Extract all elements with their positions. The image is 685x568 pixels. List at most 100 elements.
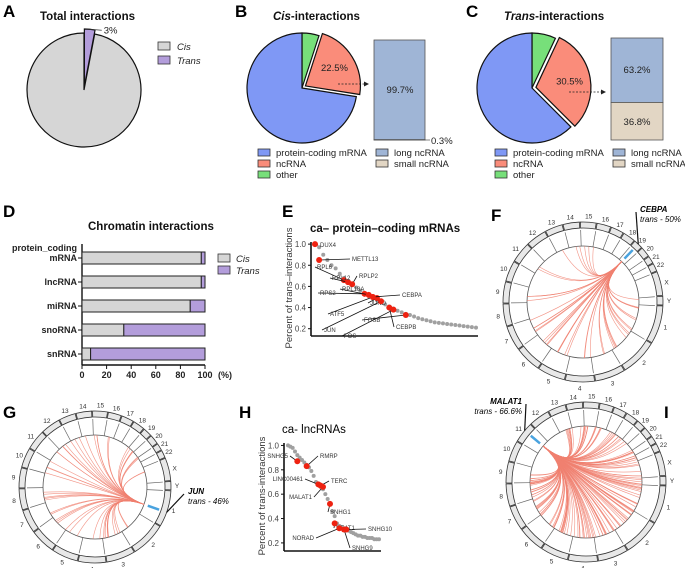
panel-label-h: H (239, 403, 251, 422)
e-highlight-rplp2 (349, 281, 356, 288)
e-point (424, 318, 429, 323)
g-chromosome-label-12: 12 (43, 418, 51, 425)
f-track-divider-22 (632, 267, 647, 276)
i-chromosome-label-22: 22 (660, 442, 668, 449)
i-chromosome-label-1: 1 (667, 504, 671, 511)
f-chromosome-label-7: 7 (505, 339, 509, 346)
f-interaction-link (579, 246, 622, 276)
g-chromosome-label-13: 13 (61, 408, 69, 415)
i-track-divider-17 (605, 414, 613, 430)
g-track-divider-20 (133, 440, 146, 453)
f-track-divider-11 (521, 264, 536, 274)
i-chromosome-label-10: 10 (503, 446, 511, 453)
g-chromosome-4 (77, 554, 107, 564)
pie-a-slice-cis (26, 32, 142, 148)
g-chromosome-2 (131, 522, 161, 553)
h-highlight-snhg1 (327, 500, 333, 507)
legend-c-other: other (513, 170, 535, 181)
f-chromosome-label-15: 15 (585, 214, 593, 221)
i-chromosome-label-11: 11 (515, 426, 522, 433)
f-track-divider-3 (611, 349, 621, 364)
g-chromosome-16 (106, 411, 122, 422)
panel-label-b: B (235, 2, 247, 21)
f-chromosome-18 (620, 232, 635, 246)
g-track-divider-5 (78, 537, 84, 554)
i-interaction-link (531, 445, 560, 496)
e-point (412, 314, 417, 319)
h-gene-label-linc00461: LINC00461 (273, 477, 304, 483)
e-leader-cebpa (372, 294, 401, 298)
chart-c-title-rest: -interactions (535, 11, 604, 23)
i-chromosome-15 (582, 401, 600, 410)
i-chromosome-2 (624, 519, 655, 551)
i-chromosome-label-17: 17 (619, 402, 627, 409)
f-chromosome-label-16: 16 (602, 217, 610, 224)
i-track-divider-1 (641, 484, 658, 486)
e-leader-rpl12 (329, 277, 349, 283)
d-xtick-label-20: 20 (102, 370, 112, 380)
i-track-divider-7 (527, 514, 541, 525)
e-point (407, 312, 412, 317)
h-point (293, 449, 297, 454)
f-chromosome-4 (564, 373, 596, 383)
i-track-divider-X (637, 454, 653, 462)
f-chromosome-label-Y: Y (667, 298, 672, 305)
legend-b-protein-coding-mrna: protein-coding mRNA (276, 148, 367, 159)
g-track-divider-12 (48, 437, 60, 450)
legend-b-swatch-other (257, 170, 271, 179)
h-highlight-malat1 (320, 483, 326, 490)
h-gene-label-snhg10: SNHG10 (368, 527, 393, 533)
f-chromosome-label-17: 17 (616, 222, 624, 229)
g-track-divider-7 (39, 517, 54, 528)
f-track-divider-15 (580, 230, 582, 247)
f-chromosome-2 (621, 339, 652, 371)
legend-c-swatch-protein-coding-mrna (494, 148, 508, 157)
d-category-label: protein_coding (12, 243, 77, 253)
legend-c-swatch-ncrna (494, 159, 508, 168)
f-chromosome-label-13: 13 (548, 219, 556, 226)
e-leader-rpl18a (339, 288, 369, 296)
i-chromosome-label-5: 5 (550, 558, 554, 565)
i-chromosome-16 (598, 402, 615, 414)
g-chromosome-label-3: 3 (121, 562, 125, 568)
h-ytick-label-0.8: 0.8 (268, 466, 280, 475)
d-xtick-label-100: 100 (197, 370, 212, 380)
i-chromosome-label-X: X (667, 459, 672, 466)
i-chromosome-1 (649, 485, 667, 524)
i-track-divider-8 (517, 498, 533, 505)
g-chromosome-9 (18, 467, 28, 489)
d-category-label: snoRNA (42, 325, 78, 335)
i-chromosome-12 (530, 411, 552, 429)
e-gene-label-rpl18a: RPL18A (342, 287, 364, 293)
g-chromosome-label-6: 6 (36, 544, 40, 551)
f-chromosome-15 (579, 221, 597, 230)
g-chromosome-label-7: 7 (20, 522, 24, 529)
g-focus-marker (147, 504, 160, 511)
f-track-divider-18 (611, 239, 621, 255)
i-track-divider-4 (593, 537, 597, 554)
f-chromosome-label-X: X (664, 279, 669, 286)
i-chromosome-label-4: 4 (581, 565, 585, 568)
i-chromosome-14 (565, 401, 584, 411)
f-track-divider-4 (590, 357, 594, 374)
d-bar-snorna-cis (81, 323, 125, 337)
f-chromosome-label-5: 5 (547, 378, 551, 385)
i-chromosome-label-21: 21 (655, 434, 663, 441)
e-point (383, 302, 388, 307)
e-point (465, 324, 470, 329)
e-point (354, 285, 359, 290)
e-leader-atf5 (327, 296, 373, 315)
g-chromosome-18 (130, 421, 145, 434)
i-chromosome-label-2: 2 (645, 540, 649, 547)
g-track-divider-14 (77, 421, 83, 437)
f-annotation-pointer (635, 211, 639, 245)
g-chromosome-label-18: 18 (139, 418, 147, 425)
g-track-divider-15 (92, 419, 94, 436)
e-gene-label-cebpb: CEBPB (396, 325, 416, 331)
g-chromosome-label-16: 16 (113, 405, 121, 412)
chart-a-title: Total interactions (40, 11, 135, 23)
e-highlight-fosb (402, 311, 409, 318)
i-interaction-link (542, 428, 572, 458)
i-track-divider-16 (595, 411, 600, 427)
